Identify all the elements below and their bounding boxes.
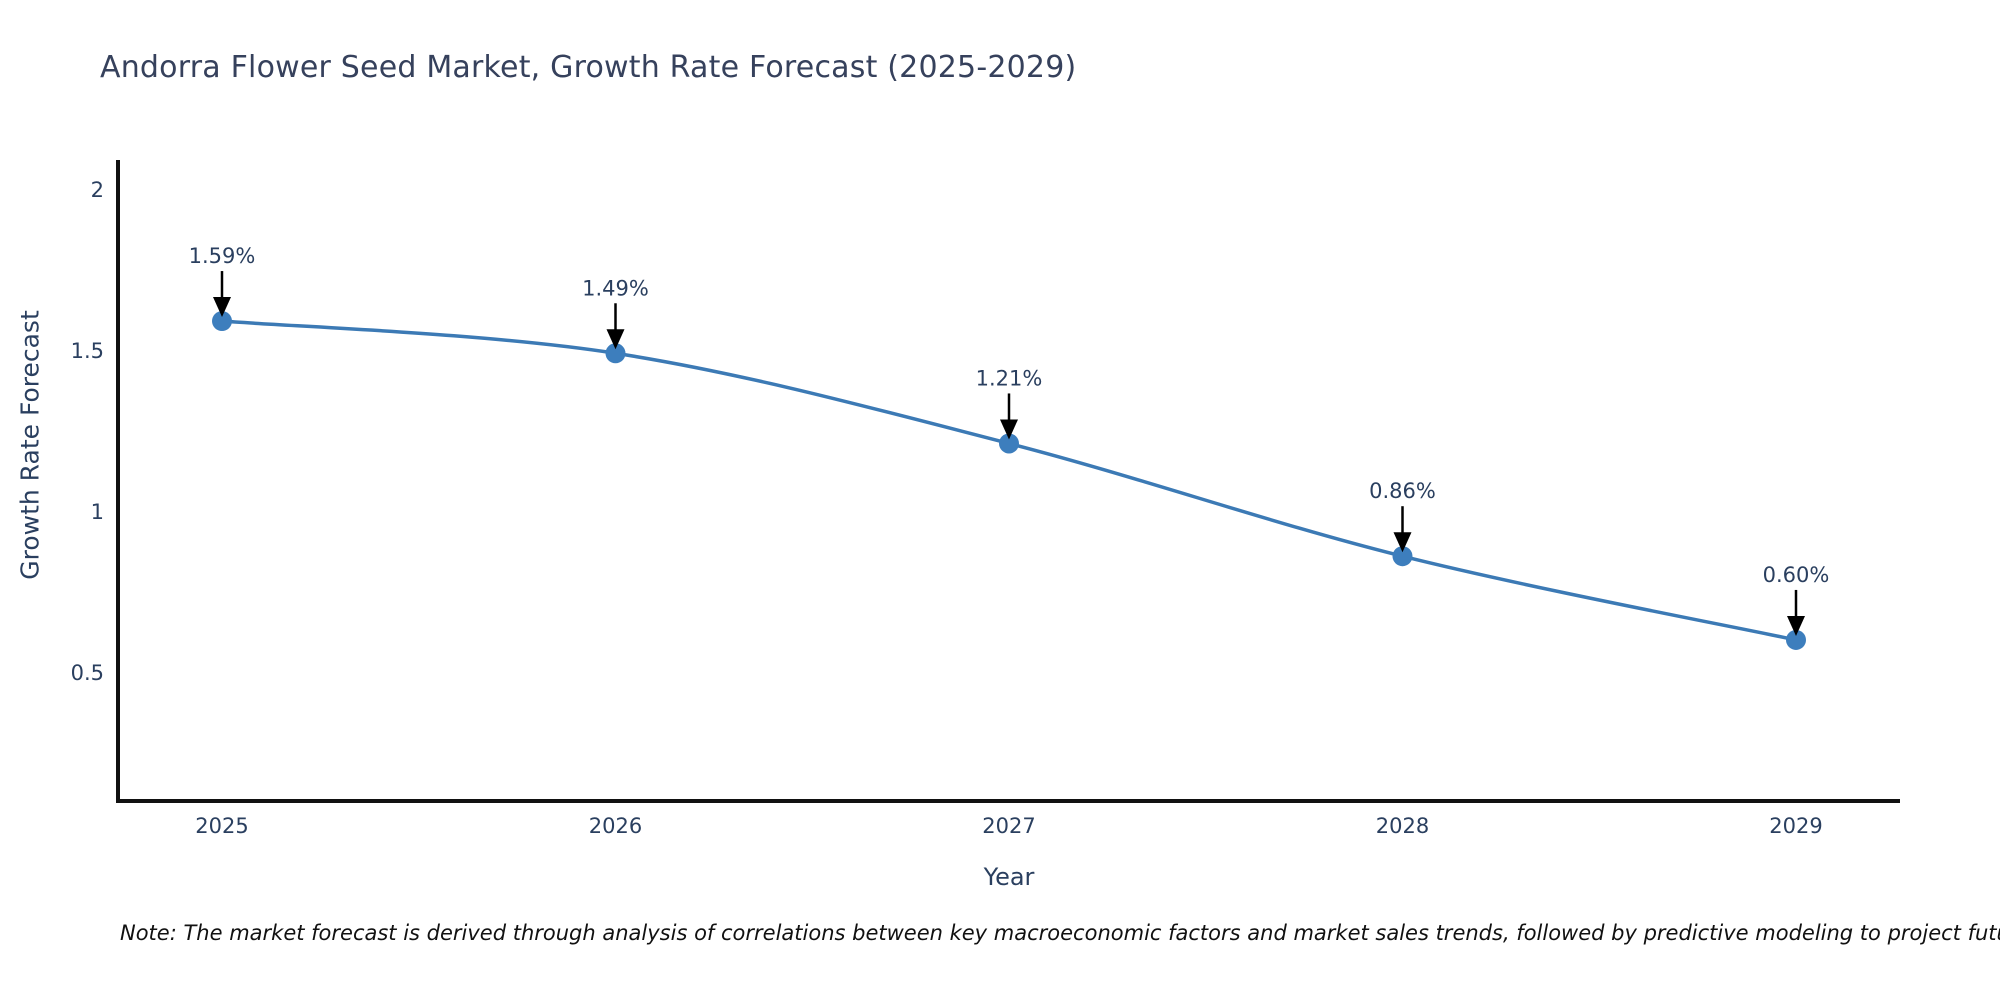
annotation-arrowhead-icon: [1000, 419, 1018, 440]
data-point-marker[interactable]: [212, 311, 232, 332]
x-tick-label: 2028: [1376, 814, 1429, 838]
data-point-marker[interactable]: [1392, 546, 1413, 567]
x-tick-label: 2029: [1769, 814, 1822, 838]
annotation-arrowhead-icon: [606, 329, 625, 350]
x-tick-label: 2027: [982, 814, 1035, 838]
y-tick-label: 1.5: [71, 339, 104, 363]
annotation-arrowhead-icon: [1787, 615, 1805, 636]
y-tick-label: 0.5: [71, 661, 104, 685]
data-point-label: 0.86%: [1369, 479, 1436, 503]
footnote-text: Note: The market forecast is derived thr…: [120, 921, 2000, 945]
x-tick-label: 2025: [195, 814, 248, 838]
y-tick-label: 1: [91, 500, 104, 524]
annotation-arrowhead-icon: [213, 297, 231, 318]
x-tick-label: 2026: [589, 814, 642, 838]
data-point-label: 0.60%: [1763, 563, 1830, 587]
x-axis-title: Year: [983, 863, 1035, 891]
data-point-label: 1.49%: [582, 276, 649, 300]
y-tick-label: 2: [91, 178, 104, 202]
data-point-marker[interactable]: [1786, 629, 1806, 650]
data-point-label: 1.59%: [189, 244, 256, 268]
data-point-marker[interactable]: [999, 433, 1019, 454]
data-point-marker[interactable]: [605, 343, 626, 364]
chart-title: Andorra Flower Seed Market, Growth Rate …: [100, 50, 1077, 85]
data-point-label: 1.21%: [976, 366, 1043, 390]
annotation-arrowhead-icon: [1393, 532, 1412, 553]
